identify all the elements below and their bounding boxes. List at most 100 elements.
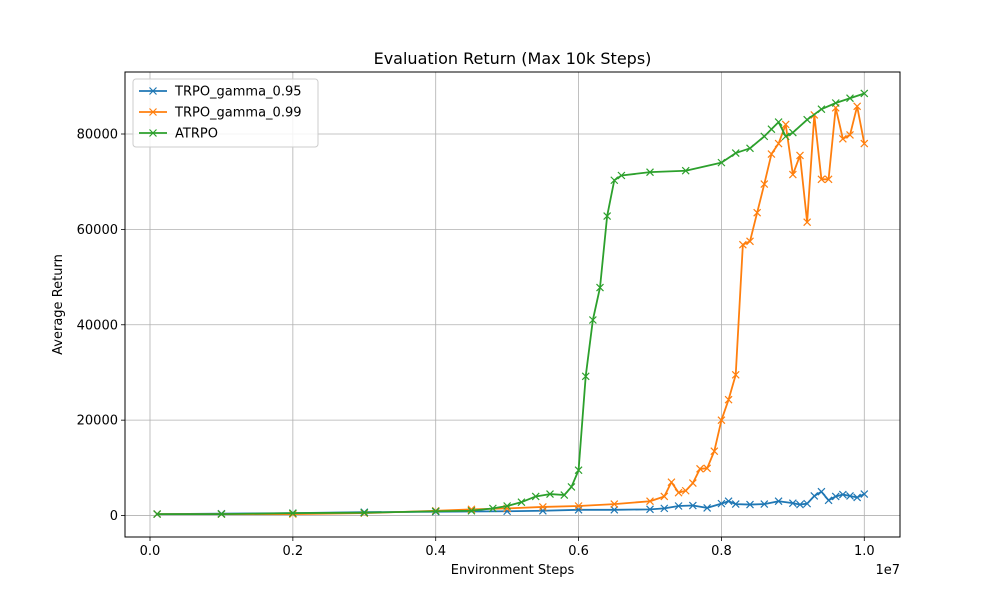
data-point-marker [646,497,654,506]
legend-marker [149,108,157,116]
data-point-marker [717,499,726,508]
data-point-marker [810,492,819,500]
data-point-marker [467,506,476,515]
data-point-marker [817,175,826,184]
data-point-marker [660,504,669,513]
data-point-marker [574,505,583,514]
data-point-marker [860,490,869,499]
y-tick-label: 80000 [77,128,118,143]
data-point-marker [431,507,440,516]
data-point-marker [288,509,297,518]
y-tick-label: 40000 [77,318,118,333]
data-point-marker [681,486,690,495]
data-point-marker [746,237,754,246]
data-point-marker [538,506,547,515]
x-tick-label: 0.2 [283,544,304,559]
x-tick-label: 0.4 [425,544,446,559]
data-point-marker [817,105,826,114]
data-point-marker [853,102,862,111]
data-point-marker [774,139,783,148]
data-point-marker [774,497,783,506]
legend-label: ATRPO [175,127,218,142]
data-point-marker [710,447,719,456]
data-point-marker [760,500,769,509]
x-tick-label: 1.0 [854,544,875,559]
data-point-marker [746,500,754,509]
data-point-marker [574,502,583,510]
data-point-marker [731,500,740,509]
legend-box [132,78,319,148]
data-point-marker [781,120,790,129]
data-point-marker [731,149,740,158]
data-point-marker [646,168,654,177]
y-tick-label: 0 [110,509,118,524]
data-point-marker [560,491,569,499]
x-axis-label: Environment Steps [451,563,575,578]
data-point-marker [824,175,833,184]
data-point-marker [760,180,769,189]
data-point-marker [153,510,162,519]
data-point-marker [824,496,833,505]
data-point-marker [681,166,690,175]
data-point-marker [538,503,547,511]
data-point-marker [703,503,712,512]
data-point-marker [767,125,776,134]
data-point-marker [503,502,512,510]
data-point-marker [610,505,619,514]
plot-area-frame [124,71,901,538]
data-point-marker [774,118,783,127]
y-axis-label: Average Return [51,254,66,355]
data-point-marker [288,510,297,519]
data-point-marker [596,283,604,292]
data-point-marker [717,416,726,425]
legend-label: TRPO_gamma_0.95 [174,85,302,100]
legend-entry: ATRPO [139,127,218,142]
data-point-marker [674,502,683,510]
data-point-marker [781,132,790,141]
series-layer [153,89,869,519]
data-point-marker [788,128,797,137]
data-point-marker [853,493,862,502]
data-point-marker [803,115,812,124]
data-point-marker [860,89,869,98]
data-point-marker [617,171,626,180]
series-trpo-gamma-0-99 [153,102,869,519]
data-point-marker [760,132,769,141]
chart-title: Evaluation Return (Max 10k Steps) [374,49,652,68]
y-tick-label: 60000 [77,223,118,238]
data-point-marker [517,498,526,507]
legend-entry: TRPO_gamma_0.99 [139,106,302,121]
data-point-marker [838,134,847,143]
legend-label: TRPO_gamma_0.99 [174,106,302,121]
data-point-marker [753,208,762,217]
axes: 0.0 0.2 0.4 0.6 0.8 1.0 0 20000 40000 60000 80000 [77,128,875,560]
data-point-marker [838,490,847,499]
series-line [157,105,866,516]
data-point-marker [788,499,797,508]
data-point-marker [660,492,669,501]
data-point-marker [860,139,869,148]
data-point-marker [646,505,654,514]
series-atrpo [153,89,869,519]
legend-entry: TRPO_gamma_0.95 [139,85,302,100]
data-point-marker [217,510,226,519]
y-tick-label: 20000 [77,414,118,429]
data-point-marker [796,151,804,160]
x-tick-label: 0.8 [711,544,732,559]
data-point-marker [831,492,840,501]
data-point-marker [731,370,740,379]
legend-marker [149,129,157,137]
data-point-marker [546,490,554,499]
x-tick-label: 0.0 [140,544,161,559]
data-point-marker [581,372,590,381]
data-point-marker [846,492,854,500]
data-point-marker [574,466,583,475]
grid [125,72,900,537]
data-point-marker [531,492,540,501]
data-point-marker [688,501,697,510]
data-point-marker [796,500,804,509]
data-point-marker [803,218,812,227]
data-point-marker [724,497,733,506]
